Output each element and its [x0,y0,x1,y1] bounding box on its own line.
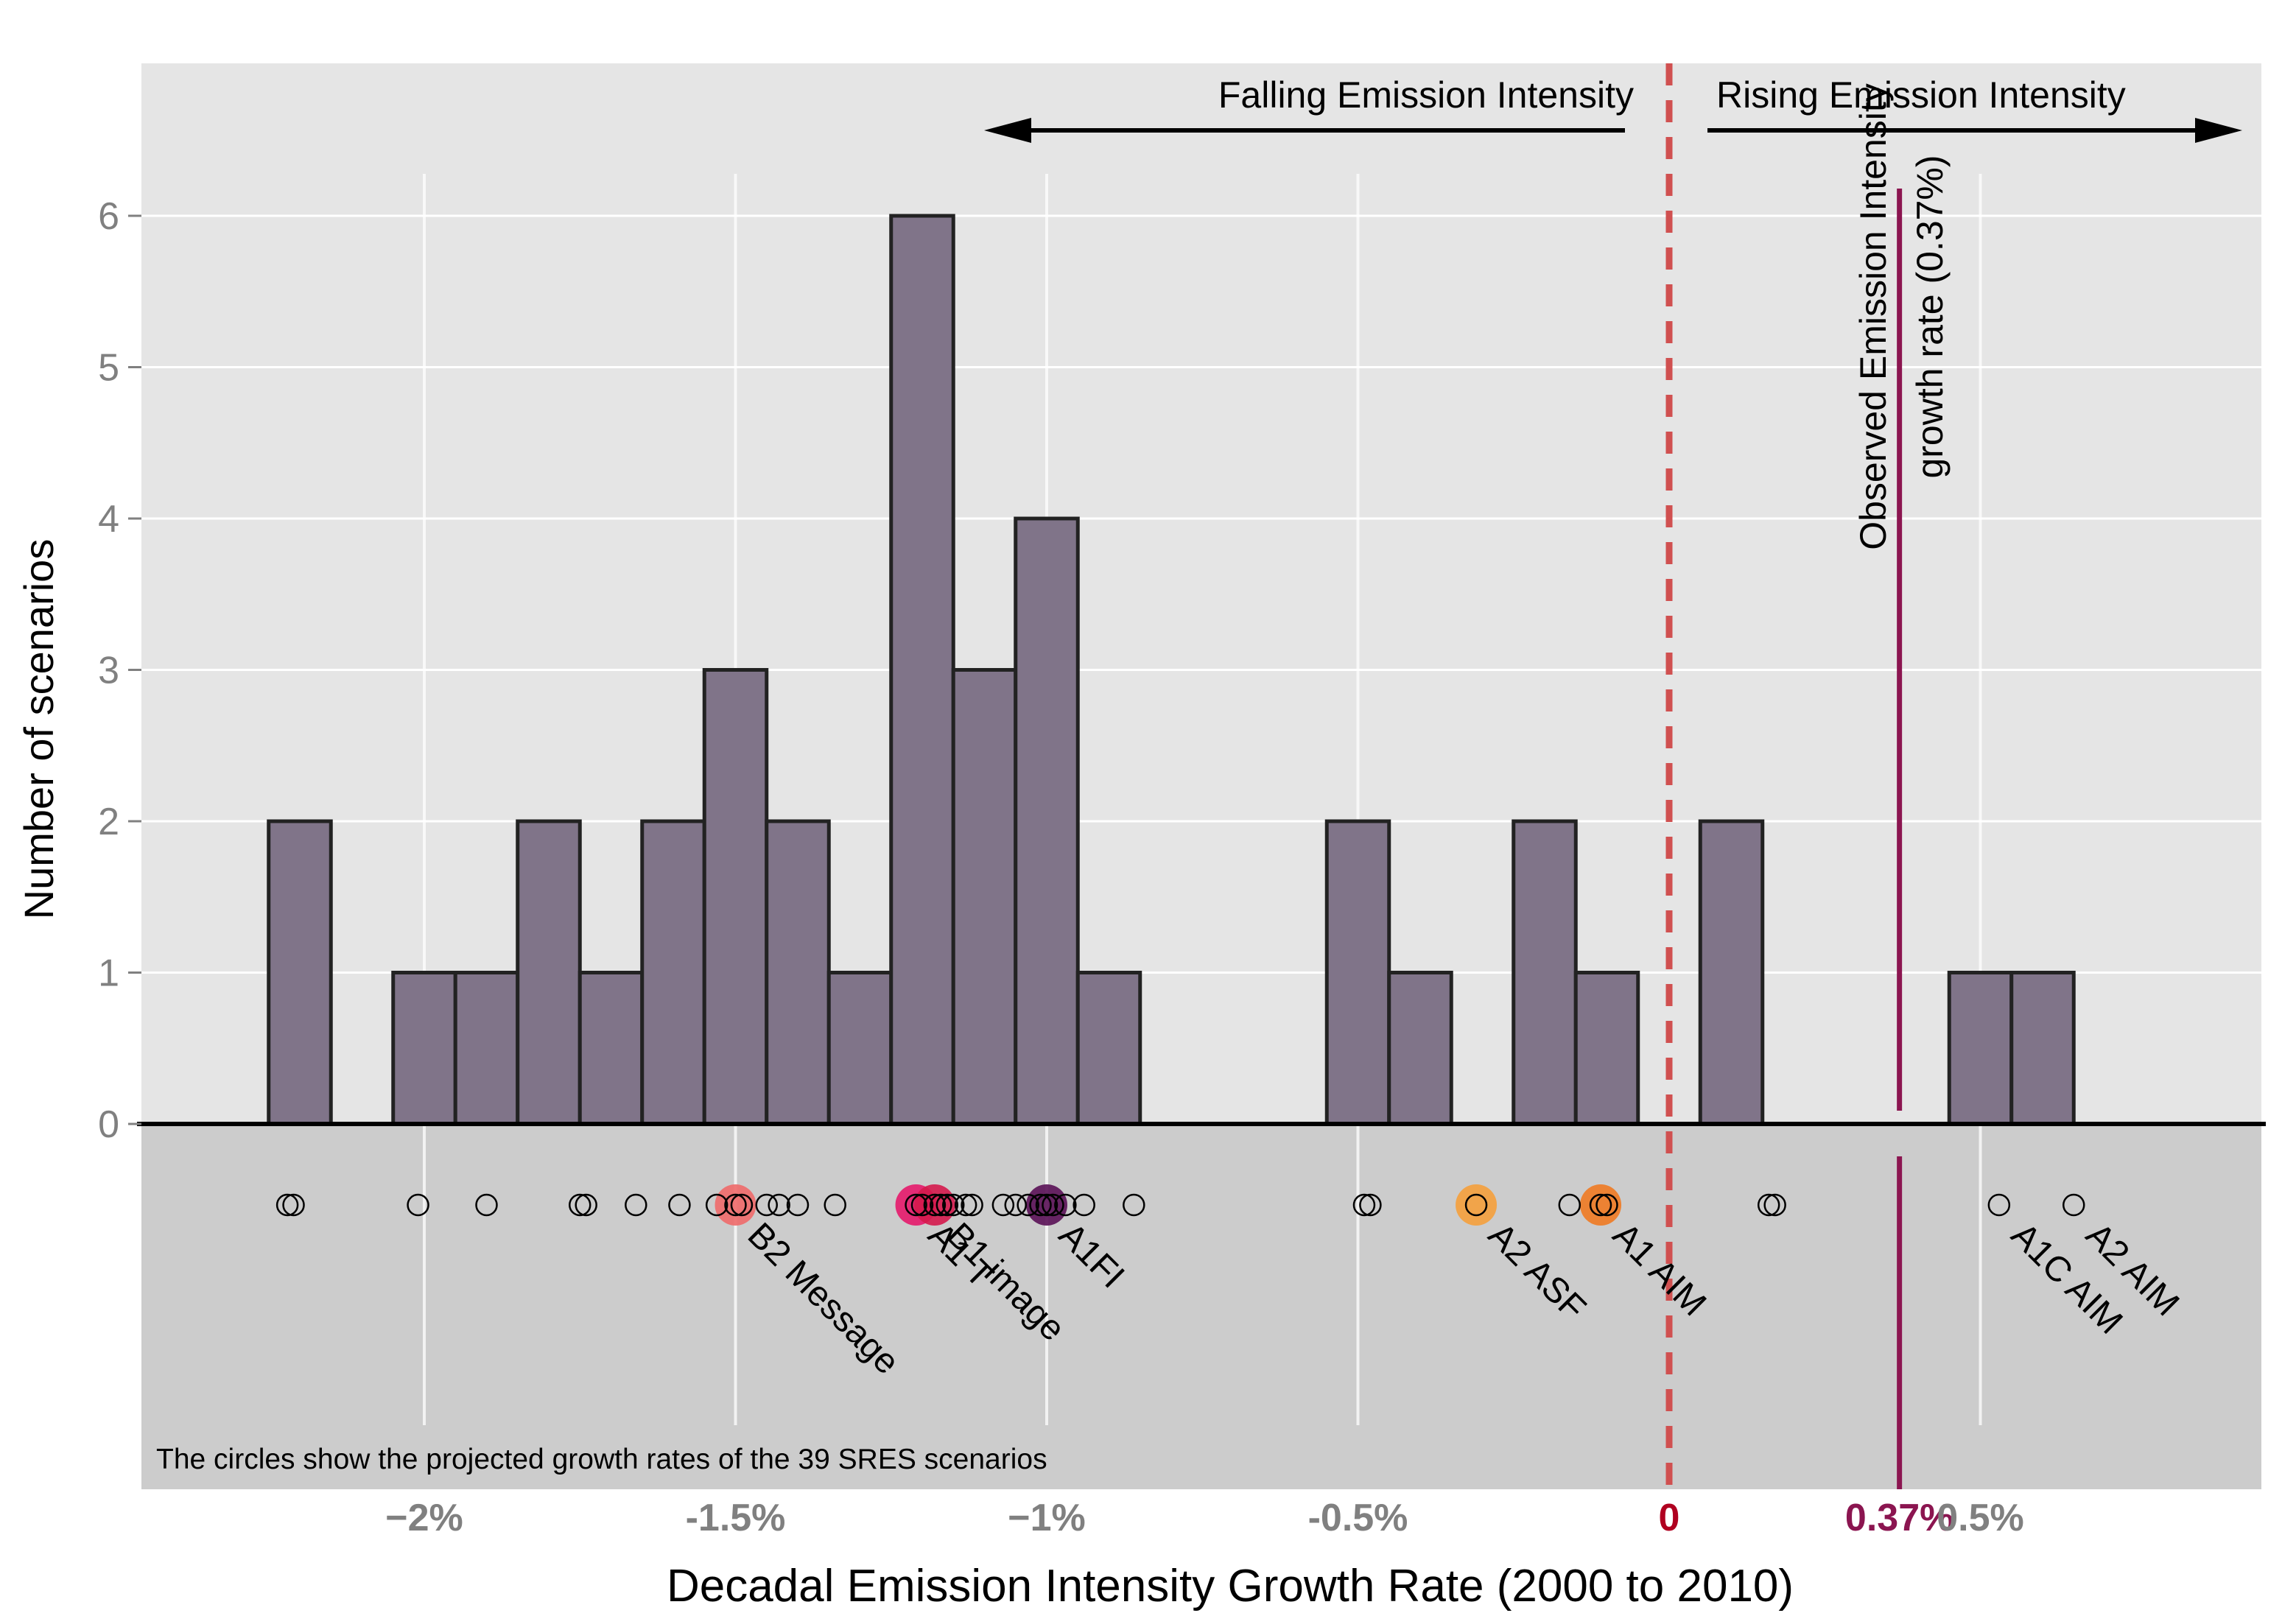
histogram-bar [640,819,706,1126]
x-tick-label: 0.5% [1937,1497,2024,1539]
histogram-bar [951,668,1018,1126]
gridlines [141,174,2261,1425]
scenario-point [1035,1193,1059,1217]
observed-label-line1: Observed Emission Intensity [1853,83,1894,550]
footnote: The circles show the projected growth ra… [156,1444,1047,1475]
y-tick-label: 3 [98,650,119,692]
scenario-point [1042,1193,1064,1217]
scenario-point [475,1193,498,1217]
chart-panel [141,63,2261,1124]
scenario-point [282,1193,305,1217]
histogram-bar [702,668,769,1126]
y-tick-label: 6 [98,195,119,238]
x-tick-label: -1.5% [686,1497,786,1539]
scenario-point [923,1193,947,1217]
histogram-bar [1075,971,1142,1126]
histogram-bar [765,819,831,1126]
scenario-point [1352,1193,1376,1217]
observed-label-line2: growth rate (0.37%) [1909,155,1951,478]
y-tick-label: 5 [98,347,119,390]
y-tick-label: 4 [98,498,119,541]
scenario-point [1757,1193,1780,1217]
histogram-bar [1387,971,1453,1126]
scenario-point [730,1193,754,1217]
histogram-bar [453,971,520,1126]
scenario-point [1987,1193,2011,1217]
histogram-bar [1324,819,1391,1126]
scenario-point [954,1193,977,1217]
histogram-bar [826,971,894,1126]
rising-label: Rising Emission Intensity [1716,74,2126,116]
scenario-point [1558,1193,1581,1217]
scenario-point [1589,1193,1612,1217]
scenario-point [1464,1193,1488,1217]
scenario-point [1054,1193,1077,1217]
scenario-point [569,1193,591,1217]
scenario-point [625,1193,647,1217]
x-tick-label: −2% [385,1497,463,1539]
scenario-point [1072,1193,1095,1217]
scenario-point [1017,1193,1039,1217]
histogram-bar [1947,971,2014,1126]
scenario-point [705,1193,729,1217]
falling-arrow [984,118,1625,143]
rising-arrow [1707,118,2242,143]
scenario-point [768,1193,790,1217]
y-tick-label: 2 [98,801,119,843]
y-tick-label: 0 [98,1103,119,1146]
x-tick-label: 0 [1659,1497,1680,1539]
scenario-point [1595,1193,1618,1217]
scenario-point [905,1193,927,1217]
scenario-points [275,1184,2085,1226]
scenario-point [668,1193,691,1217]
highlighted-scenario-point [1026,1184,1067,1226]
x-tick-label: 0.37% [1845,1497,1953,1539]
highlighted-scenario-point [1456,1184,1498,1226]
histogram-bar [516,819,582,1126]
histogram-bar [1573,971,1640,1126]
histogram-bar [391,971,457,1126]
point-strip-panel [141,1124,2261,1489]
scenario-point [961,1193,983,1217]
scenario-point [942,1193,965,1217]
histogram-bar [267,819,333,1126]
x-tick-label: -0.5% [1308,1497,1408,1539]
histogram-bar [1014,516,1080,1126]
highlighted-scenario-point [1580,1184,1622,1226]
scenario-point [786,1193,810,1217]
scenario-point [2062,1193,2085,1217]
histogram-bar [577,971,645,1126]
scenario-point [1029,1193,1052,1217]
scenario-point [575,1193,597,1217]
x-tick-label: −1% [1008,1497,1086,1539]
reference-lines [1665,63,1903,1489]
scenario-point [930,1193,952,1217]
x-tick-labels: −2% -1.5% −1% -0.5% 0 0.37%0.5% [385,1497,2024,1539]
scenario-point [991,1193,1015,1217]
scenario-point [275,1193,299,1217]
y-tick-label: 1 [98,952,119,995]
histogram-bar [889,214,955,1126]
histogram-bar [1512,819,1578,1126]
highlighted-scenario-point [715,1184,756,1226]
scenario-point [910,1193,934,1217]
scenario-point [935,1193,959,1217]
histogram-bar [2009,971,2076,1126]
falling-label: Falling Emission Intensity [1218,74,1634,116]
scenario-point [824,1193,846,1217]
scenario-point [1123,1193,1145,1217]
scenario-point [755,1193,778,1217]
histogram-bar [1698,819,1765,1126]
scenario-point [1763,1193,1786,1217]
scenario-point [1359,1193,1382,1217]
x-axis-title: Decadal Emission Intensity Growth Rate (… [667,1561,1794,1612]
scenario-point [1004,1193,1027,1217]
y-tick-labels: 0 1 2 3 4 5 6 [98,195,141,1146]
y-axis-title: Number of scenarios [15,539,62,920]
scenario-point [407,1193,429,1217]
scenario-point [724,1193,747,1217]
